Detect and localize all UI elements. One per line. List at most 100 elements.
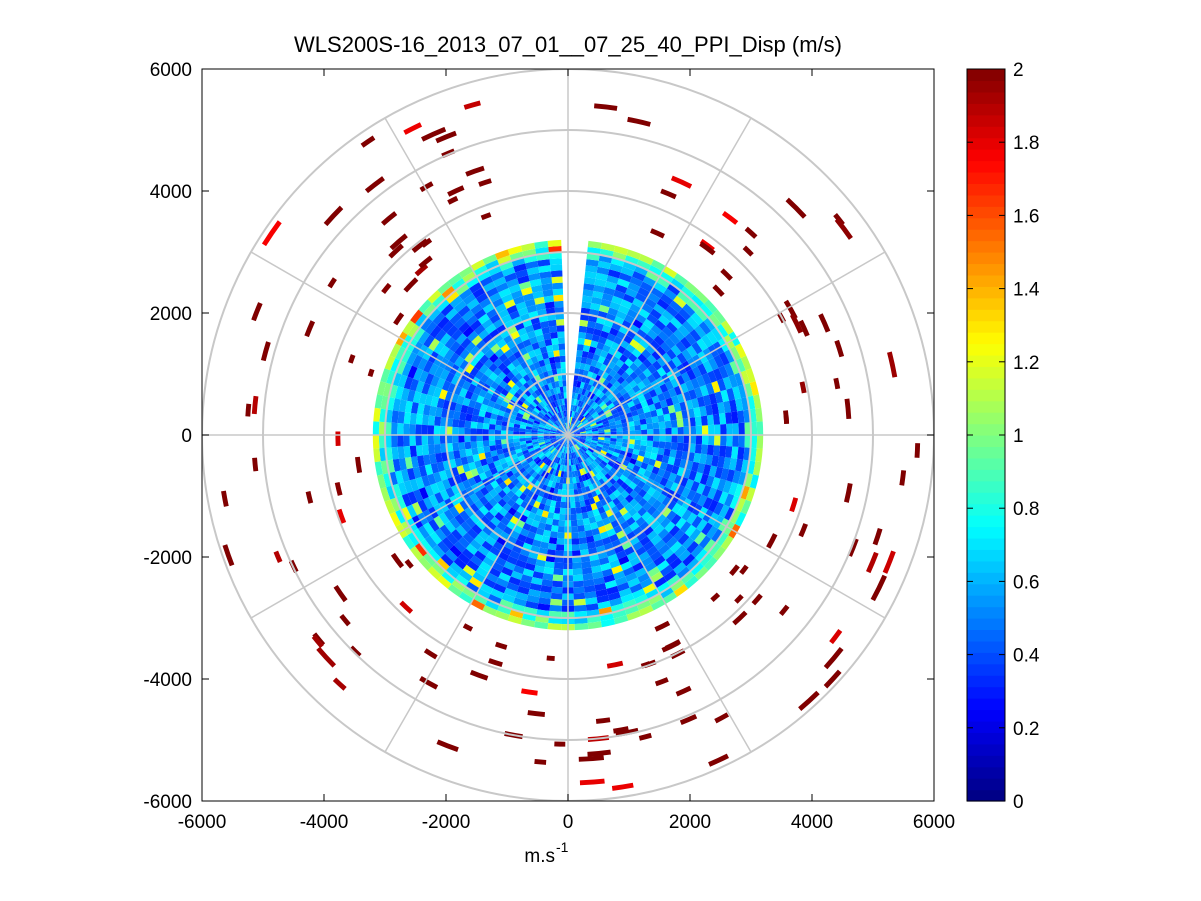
velocity-cell: [718, 491, 729, 505]
velocity-cell: [449, 340, 461, 353]
velocity-cell: [645, 446, 653, 453]
velocity-cell: [550, 362, 557, 370]
velocity-cell: [573, 604, 587, 612]
velocity-cell: [602, 420, 610, 425]
velocity-cell: [427, 473, 437, 486]
velocity-cell: [550, 427, 557, 431]
velocity-cell: [711, 528, 724, 543]
velocity-cell: [429, 453, 437, 465]
velocity-cell: [581, 375, 587, 383]
velocity-cell: [718, 504, 730, 519]
velocity-cell: [460, 404, 469, 414]
velocity-cell: [644, 451, 652, 459]
velocity-cell: [573, 398, 577, 406]
velocity-cell: [494, 439, 502, 446]
velocity-cell: [506, 498, 516, 508]
velocity-cell: [706, 414, 715, 426]
velocity-cell: [482, 254, 498, 266]
velocity-cell: [581, 561, 592, 569]
velocity-cell: [568, 422, 571, 429]
velocity-cell: [591, 428, 599, 432]
velocity-cell: [585, 438, 592, 442]
velocity-cell: [433, 425, 441, 435]
velocity-cell: [604, 580, 618, 589]
velocity-cell: [592, 475, 599, 483]
velocity-cell: [508, 474, 517, 483]
velocity-cell: [469, 281, 483, 294]
velocity-cell: [590, 443, 597, 448]
velocity-cell: [508, 576, 521, 586]
velocity-cell: [497, 308, 510, 319]
velocity-cell: [553, 562, 564, 570]
velocity-cell: [587, 352, 595, 360]
outlier-cell: [403, 277, 419, 293]
velocity-cell: [477, 545, 490, 557]
velocity-cell: [553, 513, 560, 520]
velocity-cell: [497, 489, 507, 499]
velocity-cell: [676, 290, 691, 304]
velocity-cell: [656, 356, 667, 367]
velocity-cell: [634, 265, 649, 276]
velocity-cell: [445, 566, 460, 580]
velocity-cell: [519, 428, 526, 433]
velocity-cell: [554, 380, 560, 388]
velocity-cell: [659, 271, 674, 284]
velocity-cell: [424, 485, 435, 498]
velocity-cell: [472, 454, 481, 462]
velocity-cell: [499, 329, 511, 339]
velocity-cell: [466, 298, 480, 311]
velocity-cell: [531, 391, 538, 399]
velocity-cell: [374, 461, 384, 476]
colorbar-ticks: 00.20.40.60.811.21.41.61.82: [967, 60, 1040, 813]
colorbar-band: [967, 114, 1005, 127]
velocity-cell: [538, 426, 545, 430]
velocity-cell: [636, 455, 645, 463]
velocity-cell: [612, 380, 621, 389]
velocity-cell: [551, 462, 557, 469]
velocity-cell: [535, 559, 546, 568]
velocity-cell: [451, 329, 463, 341]
velocity-cell: [595, 445, 603, 450]
velocity-cell: [404, 457, 413, 470]
velocity-cell: [559, 355, 566, 363]
velocity-cell: [615, 441, 623, 447]
outlier-cell: [627, 116, 651, 127]
velocity-cell: [597, 260, 611, 270]
velocity-cell: [686, 540, 699, 554]
velocity-cell: [593, 284, 605, 293]
velocity-cell: [581, 454, 587, 461]
velocity-cell: [580, 356, 588, 364]
velocity-cell: [454, 344, 466, 357]
velocity-cell: [424, 394, 434, 406]
velocity-cell: [556, 464, 561, 471]
velocity-cell: [554, 482, 560, 490]
velocity-cell: [490, 450, 498, 457]
velocity-cell: [625, 531, 637, 541]
velocity-cell: [564, 440, 567, 447]
velocity-cell: [691, 341, 703, 355]
velocity-cell: [460, 337, 472, 349]
colorbar-tick-label: 1.2: [1013, 353, 1039, 374]
velocity-cell: [695, 435, 703, 445]
velocity-cell: [559, 425, 565, 431]
velocity-cell: [519, 333, 530, 342]
velocity-cell: [561, 374, 567, 381]
velocity-cell: [474, 370, 485, 381]
velocity-cell: [612, 412, 620, 419]
colorbar-bands: [967, 69, 1005, 802]
velocity-cell: [521, 446, 528, 452]
velocity-cell: [478, 329, 490, 340]
velocity-cell: [614, 419, 622, 425]
velocity-cell: [554, 356, 561, 363]
velocity-cell: [549, 446, 555, 452]
velocity-cell: [574, 444, 580, 451]
velocity-cell: [530, 462, 538, 469]
velocity-cell: [449, 312, 462, 325]
velocity-cell: [605, 374, 614, 383]
velocity-cell: [613, 316, 625, 326]
velocity-cell: [581, 350, 589, 359]
velocity-cell: [576, 519, 584, 526]
velocity-cell: [418, 370, 429, 383]
velocity-cell: [424, 372, 435, 385]
velocity-cell: [708, 465, 718, 478]
